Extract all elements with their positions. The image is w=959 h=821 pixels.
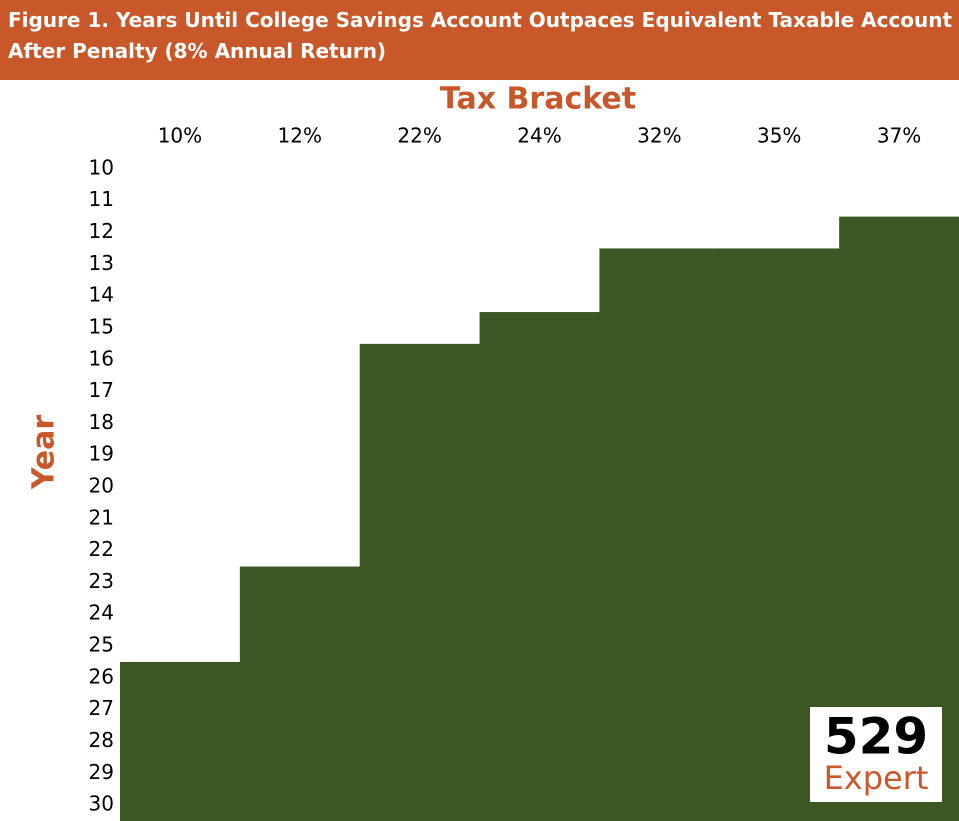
y-tick-label: 13 [89,251,114,275]
step-block [359,343,481,821]
y-tick-label: 12 [89,219,114,243]
step-block [479,312,600,821]
step-block [239,566,361,821]
step-block [120,661,241,821]
y-tick-label: 27 [89,696,114,720]
x-tick-label: 37% [877,124,921,148]
y-tick-label: 28 [89,728,114,752]
y-tick-label: 20 [89,474,114,498]
x-tick-label: 32% [637,124,681,148]
x-tick-label: 35% [757,124,801,148]
y-tick-label: 15 [89,314,114,338]
y-tick-label: 25 [89,633,114,657]
y-tick-label: 30 [89,792,114,816]
logo-word: Expert [824,759,929,797]
x-tick-label: 24% [517,124,561,148]
y-tick-label: 16 [89,346,114,370]
y-tick-label: 17 [89,378,114,402]
x-tick-label: 12% [278,124,322,148]
x-tick-label: 10% [158,124,202,148]
y-tick-label: 22 [89,537,114,561]
x-tick-label: 22% [397,124,441,148]
y-tick-label: 26 [89,664,114,688]
y-tick-label: 14 [89,283,114,307]
y-tick-label: 18 [89,410,114,434]
y-tick-label: 19 [89,442,114,466]
y-tick-label: 29 [89,760,114,784]
y-tick-label: 21 [89,505,114,529]
chart-title: Figure 1. Years Until College Savings Ac… [0,0,959,80]
x-axis-label: Tax Bracket [440,82,636,117]
y-tick-label: 10 [89,155,114,179]
logo-number: 529 [824,708,928,766]
y-axis-label: Year [27,415,62,491]
y-tick-label: 11 [89,187,114,211]
step-block [599,248,720,821]
logo-box [810,707,942,802]
y-tick-label: 23 [89,569,114,593]
y-tick-label: 24 [89,601,114,625]
